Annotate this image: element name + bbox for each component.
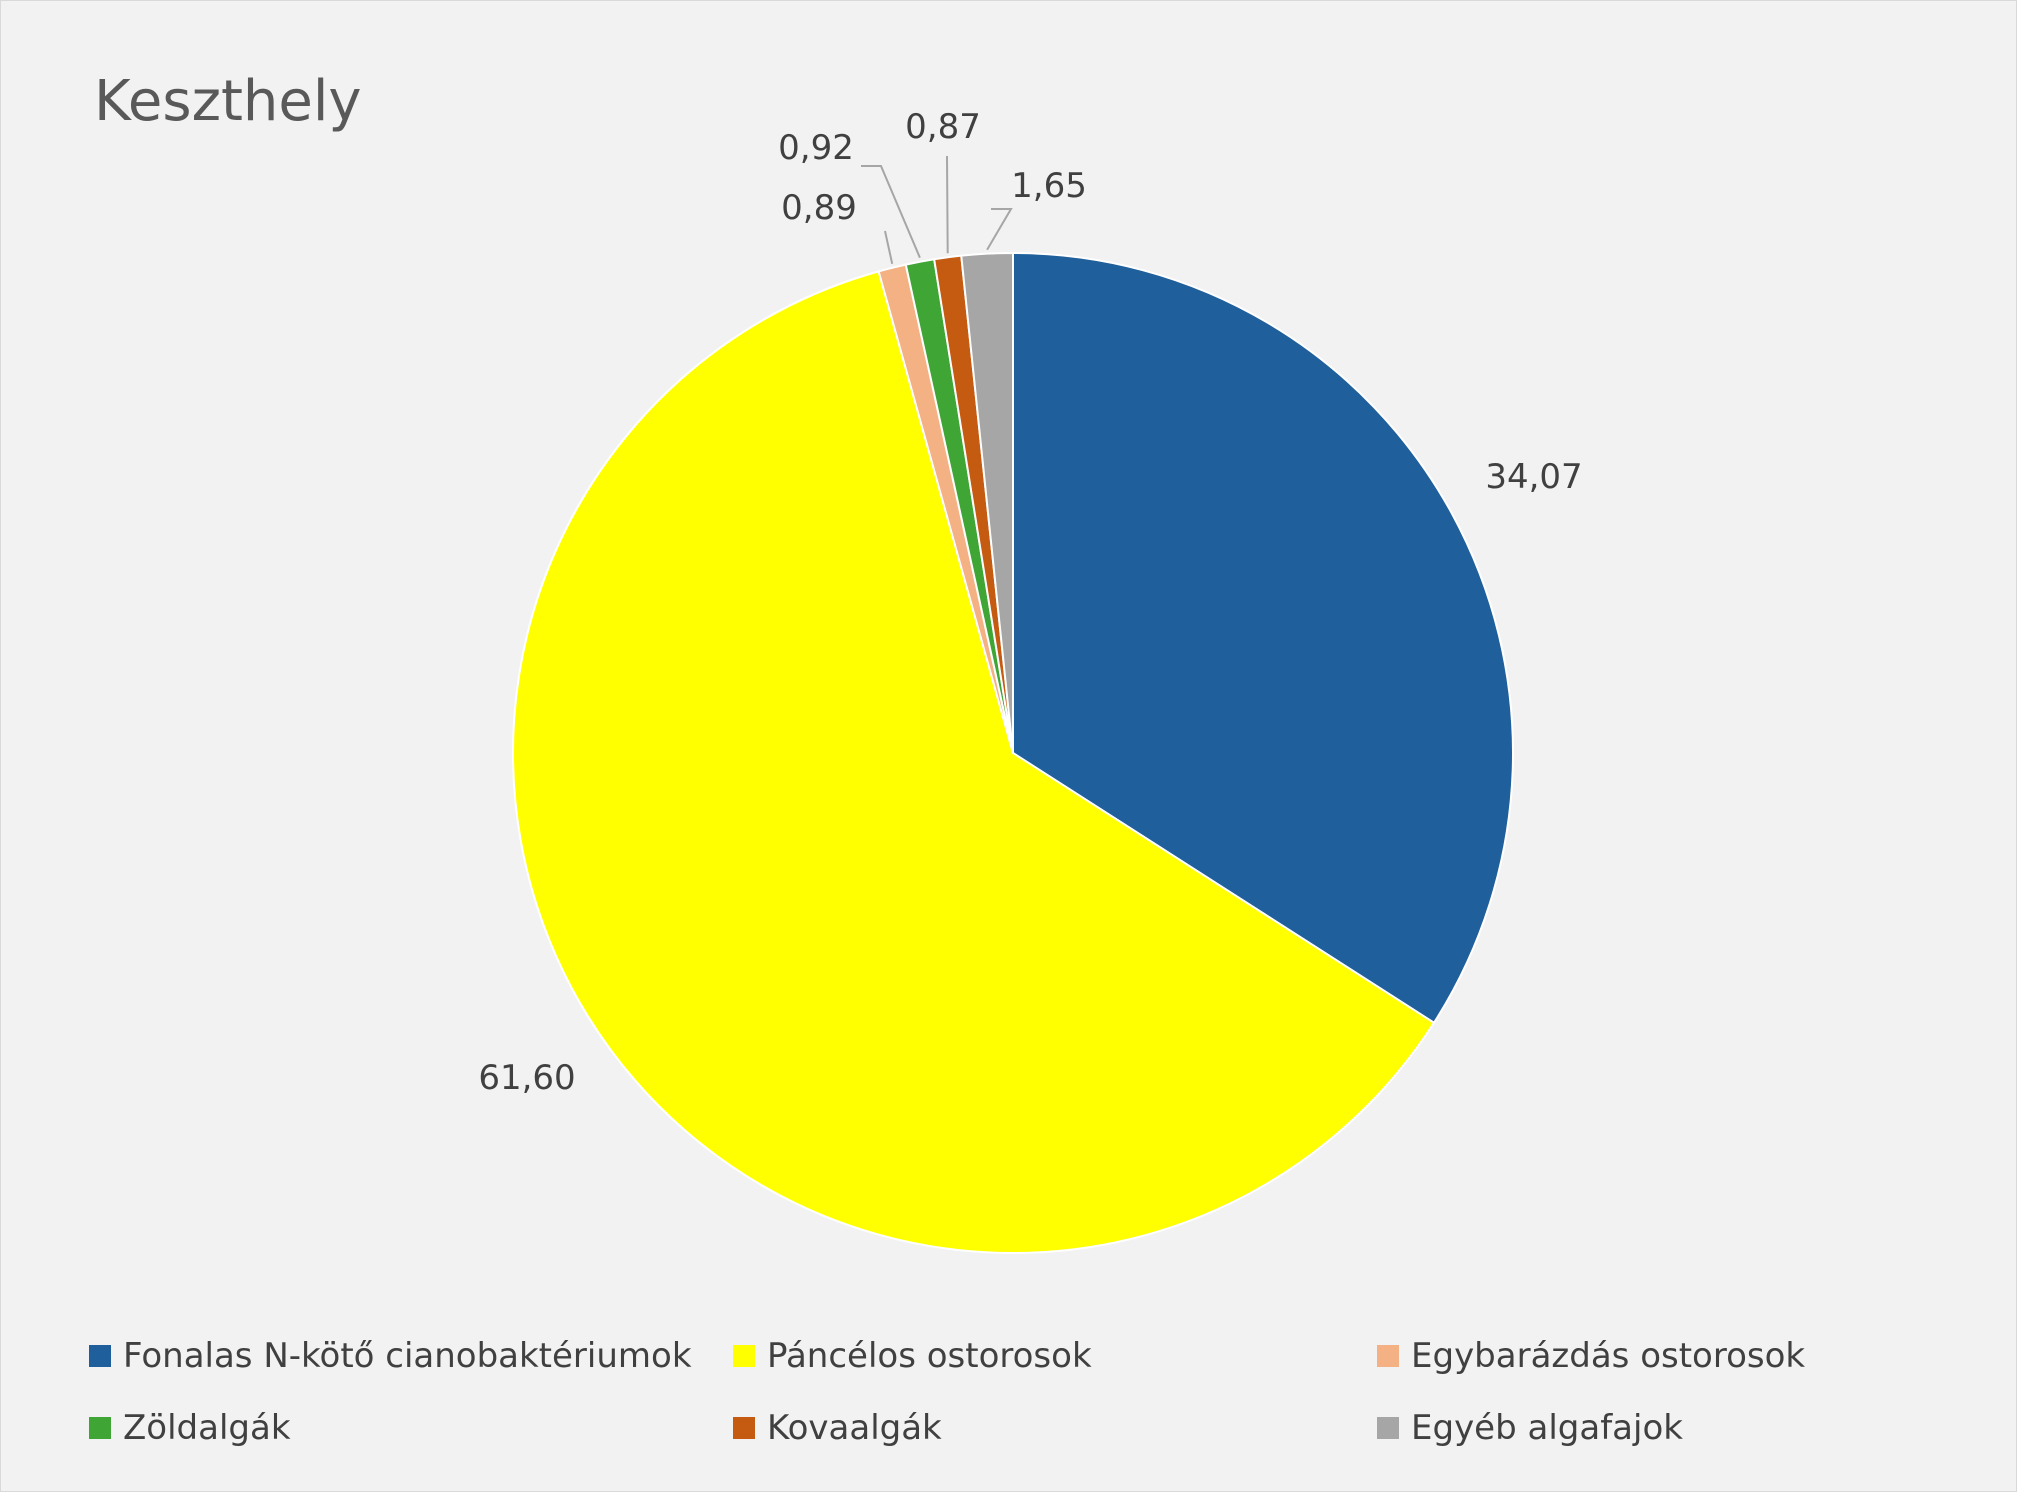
legend-swatch	[733, 1345, 755, 1367]
leader-line-5	[946, 155, 949, 254]
legend-swatch	[89, 1345, 111, 1367]
pie-slice-1	[1012, 251, 1514, 1025]
legend-item: Zöldalgák	[89, 1406, 733, 1450]
legend-label: Zöldalgák	[123, 1408, 291, 1448]
legend-item: Fonalas N-kötő cianobaktériumok	[89, 1334, 733, 1378]
data-label-3: 0,89	[781, 188, 857, 228]
legend-item: Kovaalgák	[733, 1406, 1377, 1450]
legend-label: Páncélos ostorosok	[767, 1336, 1092, 1376]
data-label-4: 0,92	[778, 128, 854, 168]
legend-label: Fonalas N-kötő cianobaktériumok	[123, 1336, 692, 1376]
legend-label: Kovaalgák	[767, 1408, 942, 1448]
legend-swatch	[733, 1417, 755, 1439]
legend-swatch	[89, 1417, 111, 1439]
leader-line-3	[884, 230, 894, 265]
legend-swatch	[1377, 1345, 1399, 1367]
leader-line-4	[861, 165, 921, 259]
data-label-5: 0,87	[905, 107, 981, 147]
data-label-6: 1,65	[1011, 166, 1087, 206]
legend-swatch	[1377, 1417, 1399, 1439]
pie-slice-6	[960, 251, 1014, 754]
legend-label: Egybarázdás ostorosok	[1411, 1336, 1806, 1376]
legend: Fonalas N-kötő cianobaktériumok Páncélos …	[89, 1334, 1929, 1450]
data-label-2: 61,60	[478, 1058, 575, 1098]
leader-line-6	[986, 208, 1013, 251]
legend-item: Egybarázdás ostorosok	[1377, 1334, 1929, 1378]
legend-item: Egyéb algafajok	[1377, 1406, 1929, 1450]
legend-item: Páncélos ostorosok	[733, 1334, 1377, 1378]
data-label-1: 34,07	[1485, 457, 1582, 497]
legend-label: Egyéb algafajok	[1411, 1408, 1683, 1448]
chart-title: Keszthely	[94, 69, 362, 134]
pie-slice-2	[512, 270, 1436, 1254]
